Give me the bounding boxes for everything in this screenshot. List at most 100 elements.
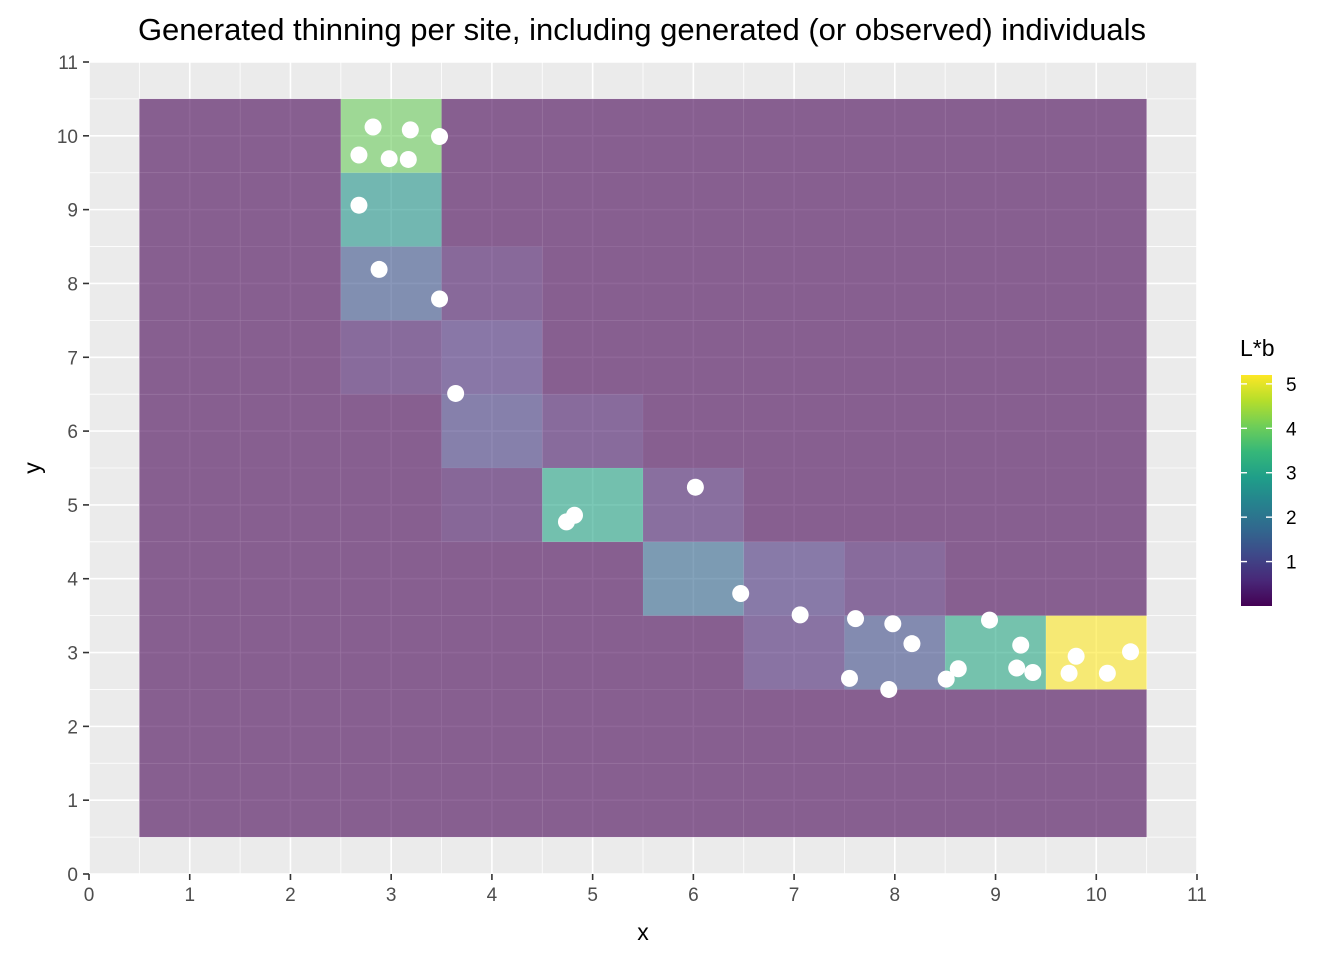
heatmap-tile: [844, 172, 946, 247]
heatmap-tile: [945, 320, 1046, 395]
heatmap-tile: [1045, 689, 1147, 764]
data-point: [732, 584, 750, 602]
heatmap-tile: [340, 689, 442, 764]
legend-break-label: 5: [1286, 375, 1297, 396]
data-point: [1122, 643, 1140, 661]
data-point: [903, 635, 921, 653]
heatmap-tile: [441, 689, 543, 764]
x-tick-label: 5: [587, 885, 598, 906]
heatmap-tile: [1045, 98, 1147, 173]
data-point: [937, 670, 955, 688]
data-point: [350, 146, 368, 164]
data-point: [847, 610, 865, 628]
heatmap-tile: [844, 246, 946, 321]
heatmap-tile: [139, 246, 241, 321]
data-point: [1012, 636, 1030, 654]
heatmap-tile: [643, 320, 744, 395]
x-tick-label: 3: [386, 885, 397, 906]
y-tick-label: 5: [67, 496, 78, 517]
heatmap-tile: [441, 394, 543, 468]
heatmap-tile: [1045, 763, 1147, 838]
heatmap-tile: [844, 763, 946, 838]
legend-colorbar: [1241, 375, 1272, 606]
data-point: [380, 150, 398, 168]
heatmap-tile: [340, 320, 442, 395]
heatmap-tile: [340, 468, 442, 542]
legend-breaks: 1 2 3 4 5: [1241, 375, 1297, 574]
data-points: [350, 118, 1140, 698]
x-tick-label: 6: [688, 885, 699, 906]
data-point: [686, 478, 704, 496]
data-point: [981, 611, 999, 629]
y-tick-label: 3: [67, 644, 78, 665]
heatmap-tile: [643, 689, 744, 764]
heatmap-tile: [1045, 541, 1147, 616]
heatmap-tile: [743, 98, 845, 173]
heatmap-tile: [542, 98, 643, 173]
legend: L*b 1 2 3 4 5: [1240, 335, 1297, 606]
heatmap-tile: [643, 615, 744, 690]
x-tick-label: 9: [990, 885, 1001, 906]
data-point: [1067, 647, 1085, 665]
heatmap-tile: [340, 541, 442, 616]
data-point: [401, 121, 419, 139]
heatmap-tile: [844, 320, 946, 395]
heatmap-tile: [240, 468, 341, 542]
legend-break-label: 4: [1286, 419, 1297, 440]
heatmap-tile: [139, 763, 241, 838]
x-tick-label: 0: [84, 885, 95, 906]
heatmap-tile: [240, 320, 341, 395]
y-tick-label: 7: [67, 348, 78, 369]
heatmap-tile: [542, 246, 643, 321]
heatmap-tile: [240, 98, 341, 173]
heatmap-tile: [1045, 468, 1147, 542]
data-point: [1098, 664, 1116, 682]
data-point: [1060, 664, 1078, 682]
heatmap-tile: [743, 541, 845, 616]
heatmap-tile: [139, 320, 241, 395]
data-point: [431, 128, 449, 146]
heatmap-tile: [743, 172, 845, 247]
heatmap-tile: [240, 615, 341, 690]
heatmap-tile: [945, 172, 1046, 247]
heatmap-tiles: [139, 98, 1147, 838]
heatmap-tile: [945, 468, 1046, 542]
heatmap-tile: [542, 394, 643, 468]
heatmap-tile: [139, 689, 241, 764]
x-tick-label: 7: [789, 885, 800, 906]
heatmap-tile: [139, 394, 241, 468]
heatmap-tile: [139, 541, 241, 616]
heatmap-tile: [542, 541, 643, 616]
heatmap-tile: [441, 468, 543, 542]
heatmap-tile: [844, 468, 946, 542]
heatmap-tile: [743, 394, 845, 468]
y-tick-label: 10: [57, 127, 78, 148]
data-point: [370, 260, 388, 278]
heatmap-tile: [945, 689, 1046, 764]
heatmap-tile: [240, 246, 341, 321]
data-point: [1024, 663, 1042, 681]
x-tick-label: 1: [184, 885, 195, 906]
heatmap-tile: [441, 172, 543, 247]
data-point: [350, 196, 368, 214]
legend-break-label: 2: [1286, 508, 1297, 529]
heatmap-tile: [139, 172, 241, 247]
heatmap-tile: [1045, 172, 1147, 247]
heatmap-tile: [542, 172, 643, 247]
heatmap-tile: [340, 763, 442, 838]
heatmap-tile: [542, 468, 643, 542]
y-tick-label: 8: [67, 274, 78, 295]
heatmap-tile: [945, 246, 1046, 321]
heatmap-tile: [240, 394, 341, 468]
heatmap-tile: [340, 246, 442, 321]
data-point: [1008, 659, 1026, 677]
heatmap-tile: [844, 98, 946, 173]
x-tick-label: 8: [890, 885, 901, 906]
legend-break-label: 3: [1286, 464, 1297, 485]
heatmap-tile: [945, 763, 1046, 838]
y-axis: 0 1 2 3 4 5 6 7 8 9 10 11: [57, 53, 89, 886]
heatmap-tile: [743, 246, 845, 321]
x-tick-label: 2: [285, 885, 296, 906]
heatmap-tile: [240, 689, 341, 764]
